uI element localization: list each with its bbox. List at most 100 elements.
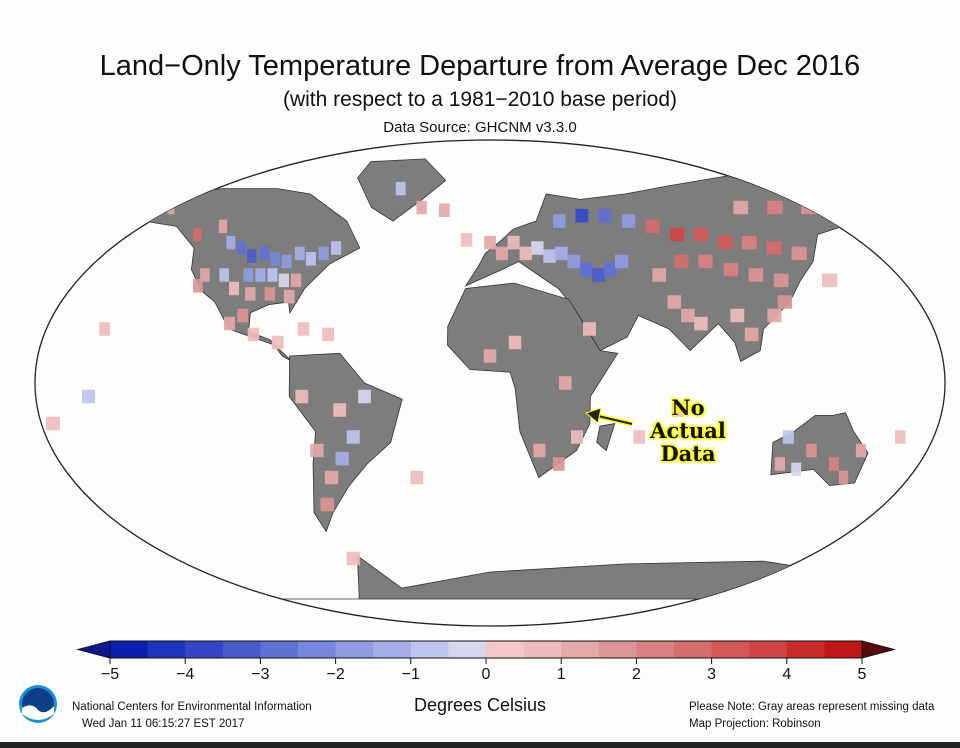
colorbar — [76, 640, 896, 664]
anomaly-cell — [305, 252, 316, 266]
anomaly-cell — [346, 551, 360, 566]
colorbar-tick-label: −5 — [100, 666, 120, 683]
anomaly-cell — [806, 443, 817, 458]
anomaly-cell — [333, 403, 347, 417]
anomaly-cell — [320, 497, 335, 512]
missing-data-note: Please Note: Gray areas represent missin… — [689, 701, 935, 713]
anomaly-cell — [567, 254, 581, 269]
anomaly-cell — [575, 208, 589, 223]
colorbar-under-arrow — [76, 640, 111, 659]
anomaly-cell — [193, 279, 203, 293]
anomaly-cell — [278, 273, 289, 288]
map-subtitle: (with respect to a 1981−2010 base period… — [282, 88, 677, 111]
anomaly-cell — [335, 451, 349, 466]
anomaly-cell — [141, 208, 149, 223]
colorbar-tick-label: 4 — [782, 666, 792, 683]
colorbar-bin — [373, 641, 412, 658]
colorbar-bin — [674, 641, 713, 658]
anomaly-cell — [295, 389, 309, 404]
colorbar-over-arrow — [861, 640, 896, 659]
anomaly-cell — [247, 249, 257, 263]
anomaly-cell — [652, 268, 667, 282]
colorbar-bin — [786, 641, 825, 658]
colorbar-bin — [636, 641, 675, 658]
anomaly-cell — [310, 443, 324, 458]
anomaly-cell — [237, 308, 249, 323]
colorbar-tick-label: 1 — [556, 666, 566, 683]
anomaly-cell — [294, 246, 305, 261]
anomaly-cell — [774, 457, 786, 471]
anomaly-cell — [579, 262, 593, 277]
anomaly-cell — [693, 227, 708, 242]
anomaly-cell — [767, 308, 782, 323]
anomaly-cell — [228, 281, 240, 296]
projection-note: Map Projection: Robinson — [689, 718, 821, 730]
anomaly-cell — [297, 322, 310, 336]
anomaly-cell — [621, 214, 636, 228]
anomaly-cell — [358, 389, 371, 404]
anomaly-cell — [322, 327, 334, 342]
arrow-icon — [584, 407, 633, 427]
anomaly-cell — [531, 241, 544, 255]
anomaly-cell — [782, 430, 794, 444]
annotation-line: Data — [660, 441, 716, 466]
anomaly-cell — [748, 268, 764, 282]
anomaly-cell — [741, 235, 757, 250]
anomaly-cell — [838, 470, 849, 485]
anomaly-cell — [219, 268, 229, 282]
colorbar-bin — [523, 641, 562, 658]
anomaly-cell — [281, 254, 292, 269]
colorbar-bin — [110, 641, 149, 658]
anomaly-cell — [895, 430, 906, 444]
landmass — [447, 282, 619, 479]
anomaly-cell — [559, 376, 572, 390]
anomaly-cell — [236, 241, 246, 255]
colorbar-tick-label: 3 — [707, 666, 717, 683]
anomaly-cell — [553, 214, 566, 228]
timestamp: Wed Jan 11 06:15:27 EST 2017 — [82, 718, 245, 730]
anomaly-cell — [259, 246, 269, 261]
anomaly-cell — [324, 470, 339, 485]
anomaly-cell — [533, 443, 546, 458]
anomaly-cell — [271, 335, 284, 350]
anomaly-cell — [718, 235, 733, 250]
landmass — [596, 422, 616, 452]
anomaly-cell — [543, 249, 556, 263]
anomaly-cell — [245, 287, 256, 301]
anomaly-cell — [264, 287, 276, 301]
colorbar-bin — [598, 641, 637, 658]
colorbar-bin — [824, 641, 863, 658]
anomaly-cell — [571, 430, 584, 444]
anomaly-cell — [331, 241, 342, 255]
anomaly-cell — [908, 484, 917, 498]
anomaly-cell — [870, 203, 887, 217]
data-source: Data Source: GHCNM v3.3.0 — [383, 119, 577, 136]
anomaly-cell — [822, 273, 838, 288]
anomaly-cell — [791, 462, 802, 477]
anomaly-cell — [846, 200, 863, 215]
anomaly-cell — [267, 268, 278, 282]
anomaly-cell — [855, 443, 867, 458]
anomaly-cell — [99, 322, 110, 336]
anomaly-cell — [200, 268, 210, 282]
anomaly-cell — [45, 416, 61, 431]
colorbar-bin — [335, 641, 374, 658]
anomaly-cell — [507, 235, 520, 250]
anomaly-cell — [614, 254, 629, 269]
anomaly-cell — [603, 262, 618, 277]
anomaly-cell — [223, 316, 235, 331]
colorbar-bin — [711, 641, 750, 658]
anomaly-cell — [681, 308, 695, 323]
colorbar-tick-label: 0 — [481, 666, 491, 683]
colorbar-bin — [298, 641, 337, 658]
colorbar-bin — [410, 641, 449, 658]
anomaly-cell — [508, 335, 522, 350]
anomaly-cell — [290, 273, 302, 288]
anomaly-cell — [829, 457, 839, 471]
anomaly-cell — [674, 254, 689, 269]
anomaly-cell — [484, 235, 496, 250]
colorbar-bin — [561, 641, 600, 658]
colorbar-tick-label: −1 — [401, 666, 420, 683]
anomaly-cell — [226, 235, 236, 250]
